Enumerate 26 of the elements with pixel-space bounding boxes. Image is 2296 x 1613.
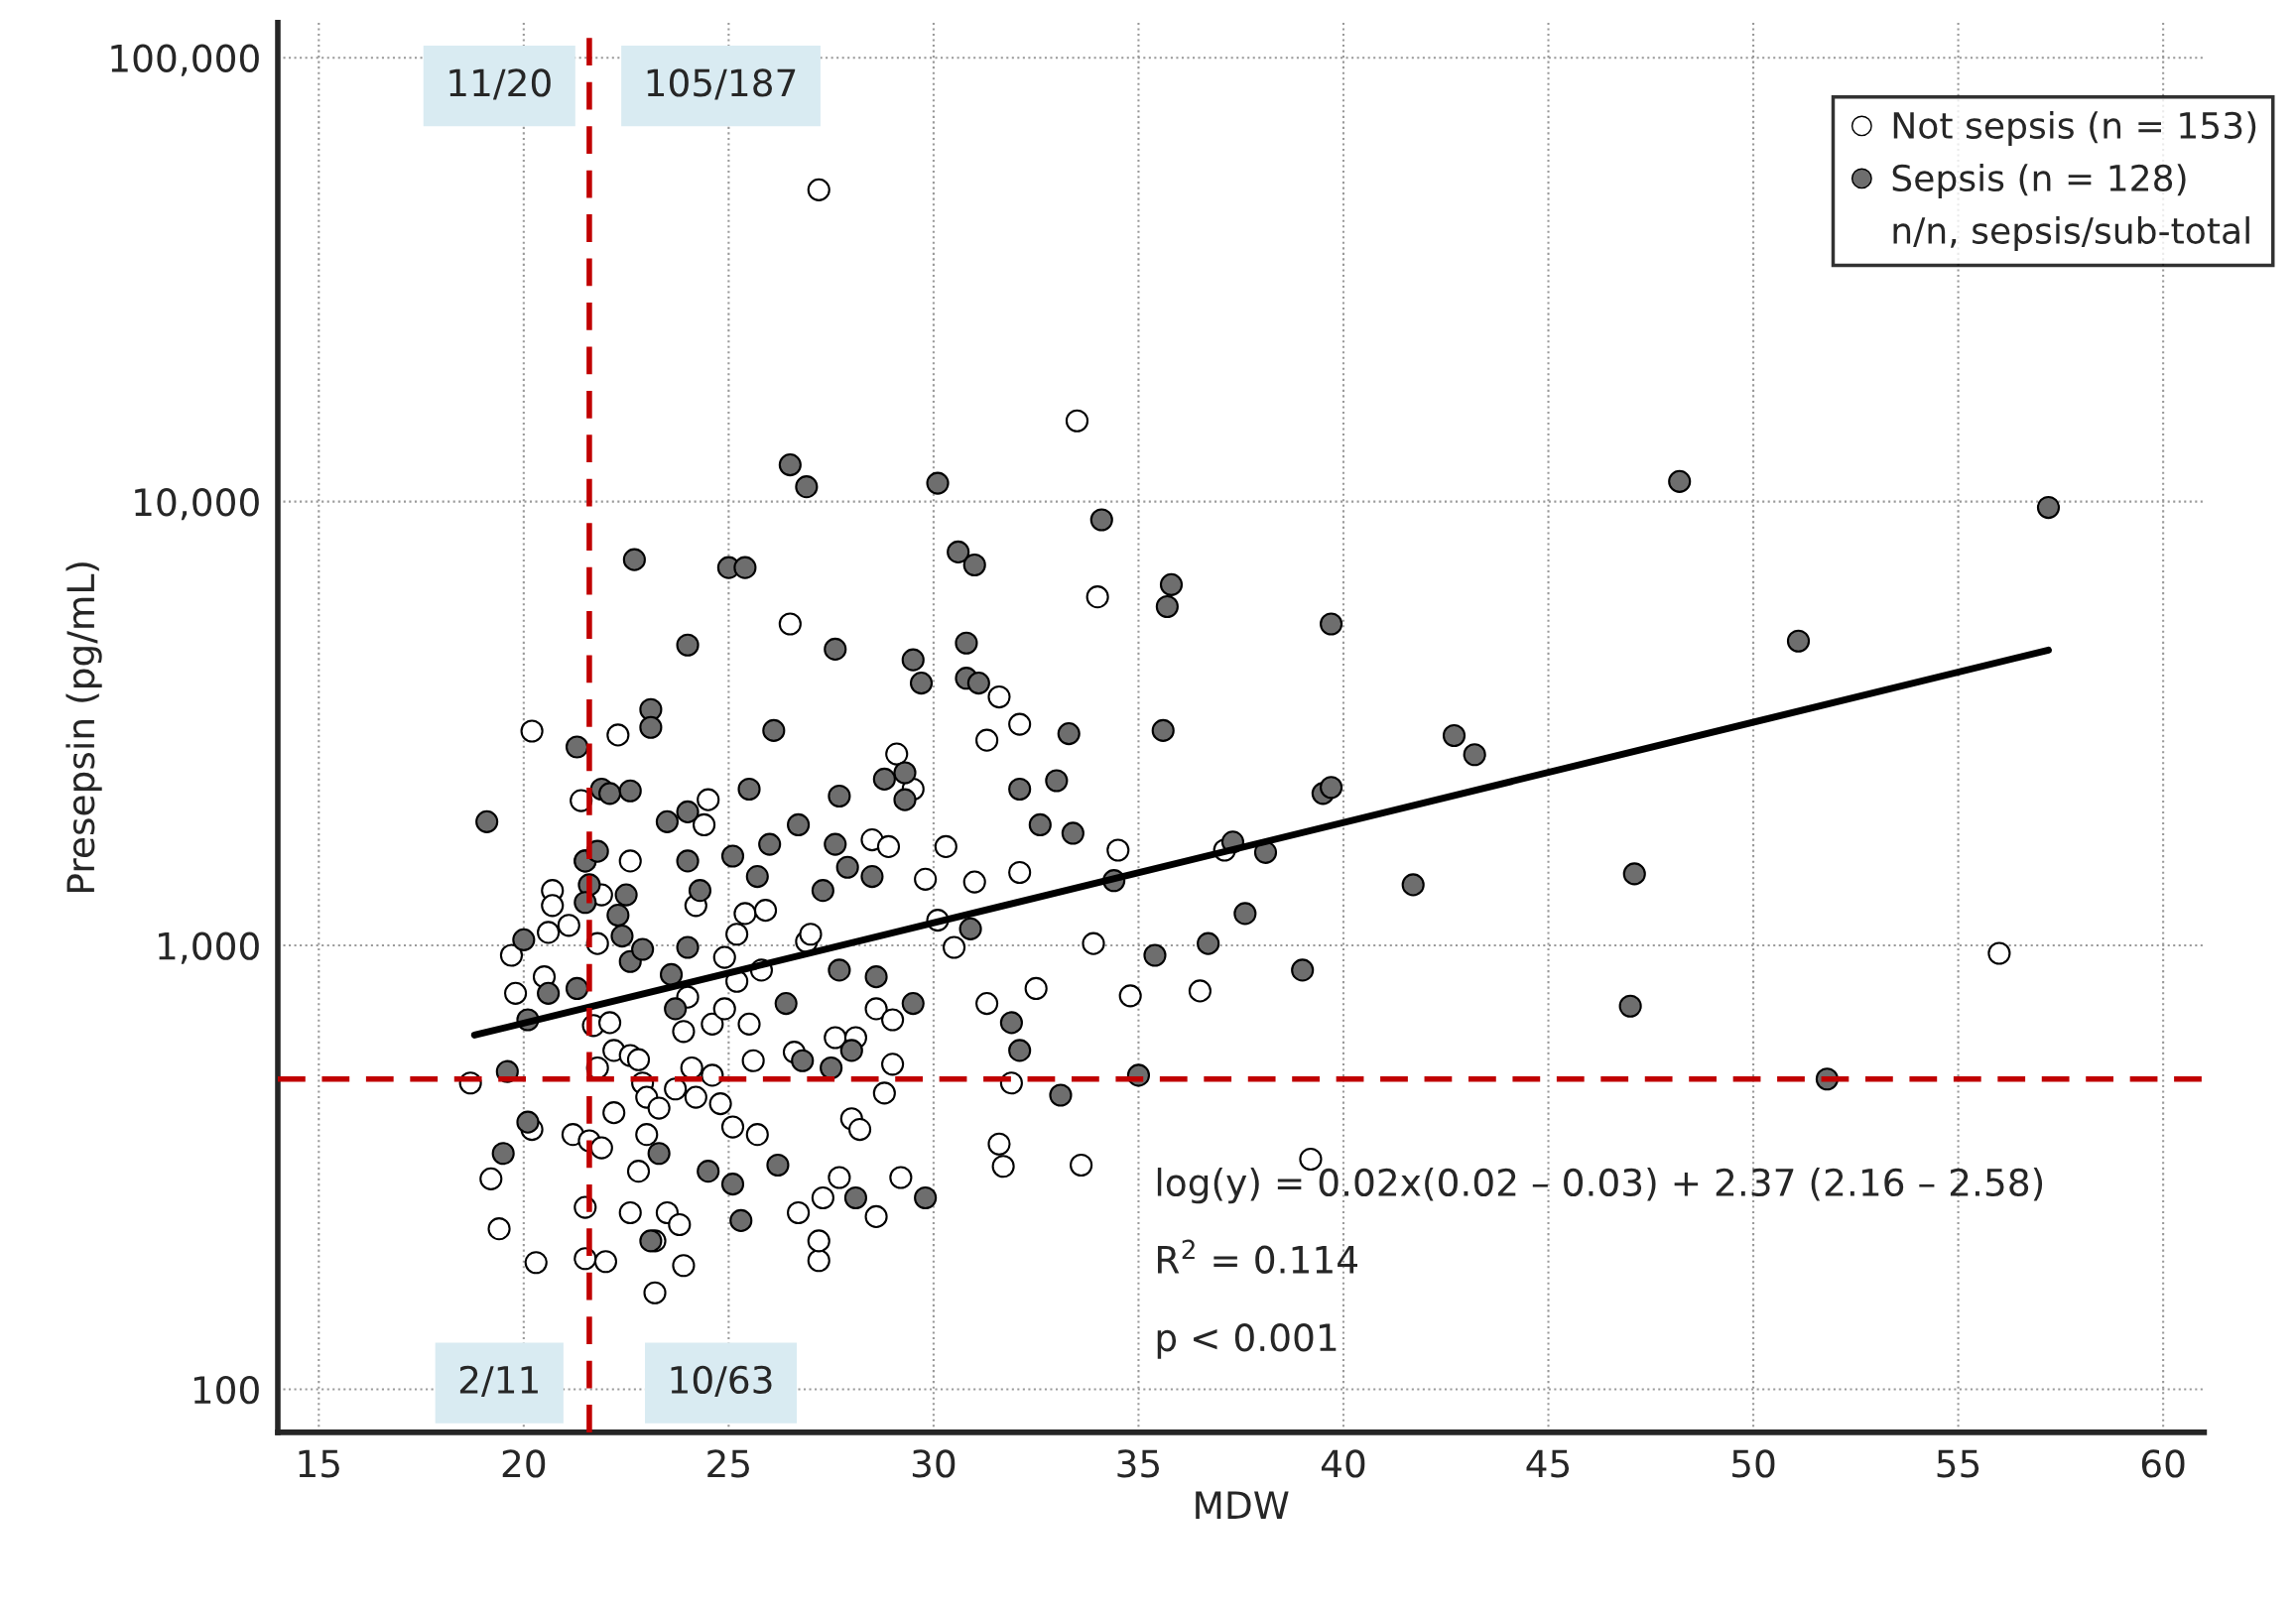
annotation: 105/187 (647, 68, 796, 100)
annotation: R$^{2}$ = 0.114 (1158, 1239, 1358, 1274)
legend-label: Sepsis (n = 128) (1892, 164, 2186, 199)
x-tick-label: 25 (707, 1449, 749, 1478)
x-tick-label: 50 (1732, 1449, 1775, 1478)
annotation: 2/11 (459, 1365, 538, 1397)
x-tick-label: 45 (1526, 1449, 1570, 1478)
y-tick-label: 100,000 (111, 44, 259, 76)
annotation: 10/63 (671, 1365, 772, 1397)
x-tick-label: 35 (1117, 1449, 1160, 1478)
y-axis-title: Presepsin (pg/mL) (65, 562, 102, 892)
x-axis-title: MDW (1196, 1491, 1289, 1519)
x-tick-label: 60 (2141, 1449, 2185, 1478)
x-tick-label: 30 (912, 1449, 956, 1478)
annotation: p < 0.001 (1157, 1323, 1337, 1359)
x-tick-label: 20 (502, 1449, 546, 1478)
annotation: 11/20 (449, 68, 551, 100)
legend-label: Not sepsis (n = 153) (1893, 111, 2256, 147)
annotation: log(y) = 0.02x(0.02 – 0.03) + 2.37 (2.16 – 2.58) (1157, 1168, 2043, 1204)
y-tick-label: 100 (193, 1375, 259, 1405)
x-tick-label: 55 (1937, 1449, 1979, 1478)
y-tick-label: 10,000 (135, 488, 259, 521)
y-tick-label: 1,000 (159, 931, 259, 964)
x-tick-label: 40 (1321, 1449, 1365, 1478)
x-tick-label: 15 (299, 1449, 339, 1478)
legend-title: n/n, sepsis/sub-total (1893, 216, 2249, 252)
